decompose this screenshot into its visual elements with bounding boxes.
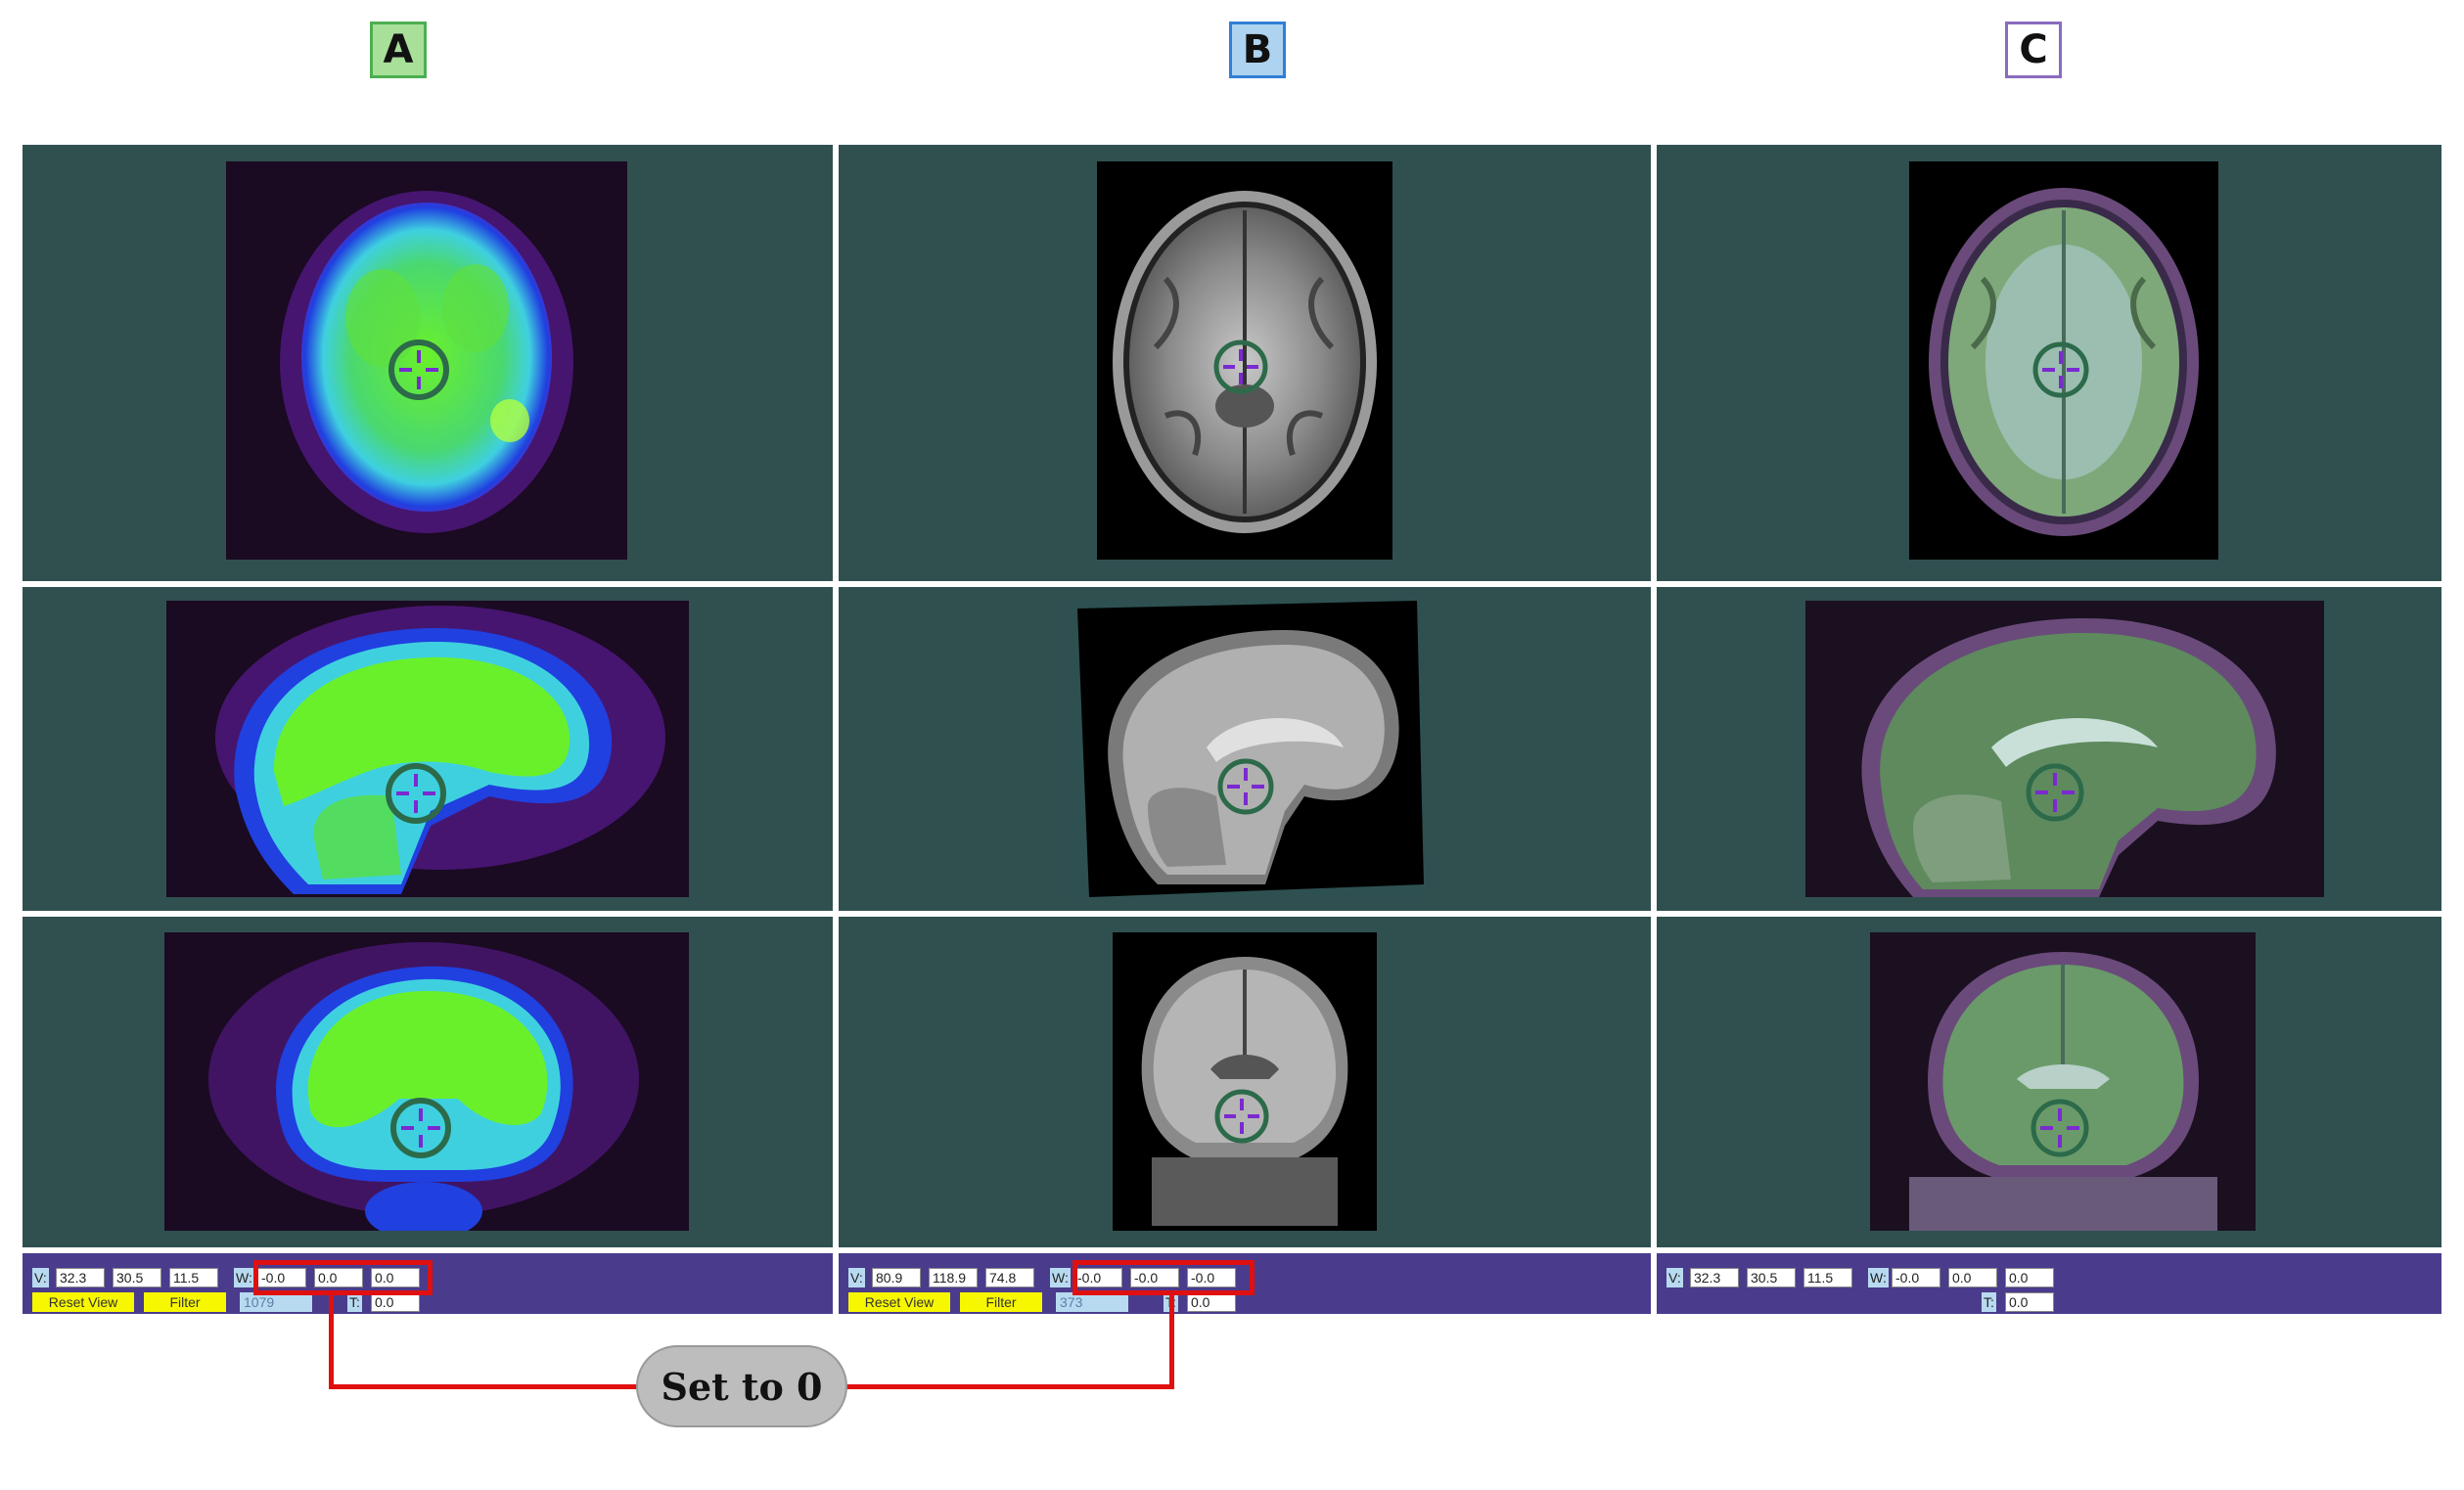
connector-line-a-horizontal <box>329 1384 638 1389</box>
connector-line-b-vertical <box>1169 1295 1174 1389</box>
reset-view-button[interactable]: Reset View <box>848 1292 950 1312</box>
reset-view-button[interactable]: Reset View <box>32 1292 134 1312</box>
v-field-y[interactable]: 30.5 <box>1747 1268 1796 1287</box>
w-label: W: <box>1868 1268 1889 1287</box>
count-readout: 1079 <box>240 1292 312 1312</box>
v-label: V: <box>1666 1268 1683 1287</box>
mri-sagittal-image <box>1070 601 1424 897</box>
panel-label-c: C <box>2005 22 2062 78</box>
v-field-y[interactable]: 30.5 <box>113 1268 161 1287</box>
viewer-c-axial[interactable] <box>1657 145 2441 581</box>
w-field-z[interactable]: 0.0 <box>371 1268 420 1287</box>
fused-coronal-image <box>1870 932 2256 1231</box>
panel-label-a: A <box>370 22 427 78</box>
t-label: T: <box>1982 1292 1996 1312</box>
w-fields-highlight-a <box>253 1260 433 1295</box>
v-field-y[interactable]: 118.9 <box>929 1268 978 1287</box>
v-label: V: <box>32 1268 49 1287</box>
viewer-b-sagittal[interactable] <box>839 587 1651 911</box>
v-label: V: <box>848 1268 865 1287</box>
t-field[interactable]: 0.0 <box>2005 1292 2054 1312</box>
mri-axial-image <box>1097 161 1392 560</box>
viewer-b-axial[interactable] <box>839 145 1651 581</box>
w-fields-highlight-b <box>1072 1260 1255 1295</box>
w-field-z[interactable]: -0.0 <box>1187 1268 1236 1287</box>
filter-button[interactable]: Filter <box>144 1292 226 1312</box>
v-field-z[interactable]: 11.5 <box>1803 1268 1852 1287</box>
count-readout: 373 <box>1056 1292 1128 1312</box>
v-field-z[interactable]: 11.5 <box>169 1268 218 1287</box>
w-field-y[interactable]: 0.0 <box>314 1268 363 1287</box>
w-label: W: <box>1050 1268 1071 1287</box>
connector-line-a-vertical <box>329 1295 334 1389</box>
w-label: W: <box>234 1268 254 1287</box>
w-field-z[interactable]: 0.0 <box>2005 1268 2054 1287</box>
t-field[interactable]: 0.0 <box>371 1292 420 1312</box>
crosshair-icon <box>388 339 449 400</box>
v-field-x[interactable]: 80.9 <box>872 1268 921 1287</box>
toolbar-b: V: 80.9 118.9 74.8 W: -0.0 -0.0 -0.0 Res… <box>839 1253 1651 1314</box>
v-field-x[interactable]: 32.3 <box>56 1268 105 1287</box>
mri-coronal-image <box>1113 932 1377 1231</box>
v-field-z[interactable]: 74.8 <box>985 1268 1034 1287</box>
fused-axial-image <box>1909 161 2218 560</box>
viewer-a-sagittal[interactable] <box>23 587 833 911</box>
w-field-x[interactable]: -0.0 <box>257 1268 306 1287</box>
panel-label-b: B <box>1229 22 1286 78</box>
set-to-zero-callout: Set to 0 <box>636 1345 847 1427</box>
viewer-b-coronal[interactable] <box>839 917 1651 1247</box>
w-field-x[interactable]: -0.0 <box>1892 1268 1940 1287</box>
viewer-c-sagittal[interactable] <box>1657 587 2441 911</box>
pet-axial-image <box>226 161 627 560</box>
fused-sagittal-image <box>1805 601 2324 897</box>
v-field-x[interactable]: 32.3 <box>1690 1268 1739 1287</box>
pet-coronal-image <box>164 932 689 1231</box>
w-field-x[interactable]: -0.0 <box>1073 1268 1122 1287</box>
viewer-c-coronal[interactable] <box>1657 917 2441 1247</box>
viewer-a-axial[interactable] <box>23 145 833 581</box>
connector-line-b-horizontal <box>845 1384 1174 1389</box>
w-field-y[interactable]: -0.0 <box>1130 1268 1179 1287</box>
filter-button[interactable]: Filter <box>960 1292 1042 1312</box>
pet-sagittal-image <box>166 601 689 897</box>
t-label: T: <box>347 1292 362 1312</box>
toolbar-c: V: 32.3 30.5 11.5 W: -0.0 0.0 0.0 T: 0.0 <box>1657 1253 2441 1314</box>
viewer-a-coronal[interactable] <box>23 917 833 1247</box>
t-field[interactable]: 0.0 <box>1187 1292 1236 1312</box>
w-field-y[interactable]: 0.0 <box>1948 1268 1997 1287</box>
